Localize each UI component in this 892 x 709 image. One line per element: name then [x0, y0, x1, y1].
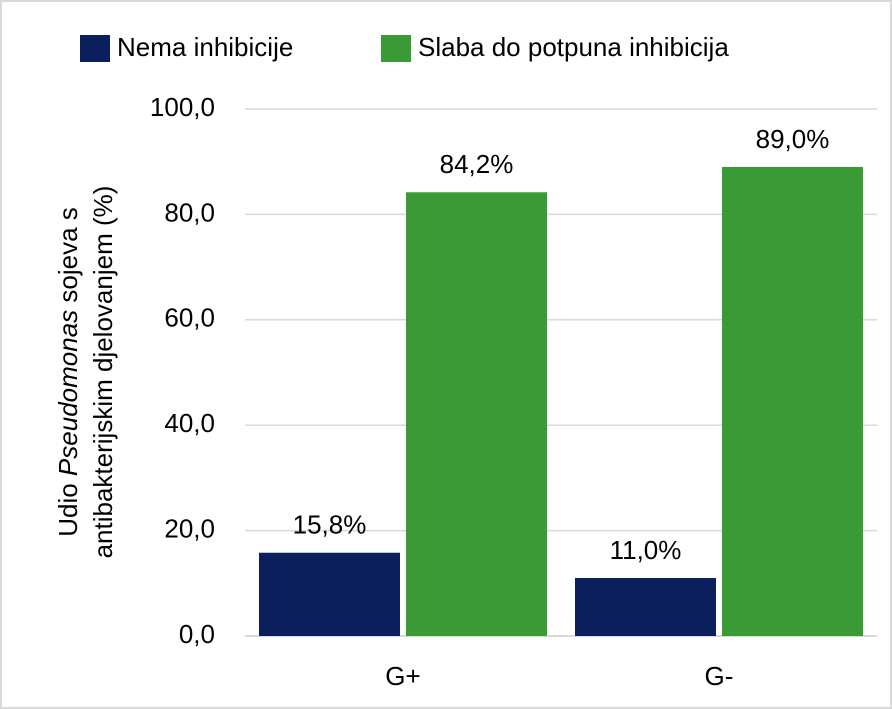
y-axis-label-part: Udio	[53, 476, 83, 537]
y-tick-label: 0,0	[179, 619, 215, 649]
legend-label: Nema inhibicije	[117, 32, 293, 62]
x-tick-label: G-	[705, 661, 734, 691]
y-axis-label: Udio Pseudomonas sojeva s	[53, 207, 83, 537]
y-tick-label: 20,0	[164, 513, 215, 543]
legend-swatch	[381, 35, 411, 62]
data-label: 11,0%	[610, 535, 682, 565]
legend-label: Slaba do potpuna inhibicija	[418, 32, 729, 62]
y-tick-label: 100,0	[150, 92, 215, 122]
y-axis-label-part: antibakterijskim djelovanjem (%)	[88, 186, 118, 559]
bar	[259, 552, 400, 636]
legend-swatch	[80, 35, 110, 62]
y-tick-label: 40,0	[164, 408, 215, 438]
bar	[722, 166, 863, 636]
y-axis-label-part: Pseudomonas	[53, 310, 83, 476]
y-axis-label-part: sojeva s	[53, 207, 83, 310]
x-tick-label: G+	[385, 661, 420, 691]
data-label: 84,2%	[440, 149, 514, 179]
bar	[575, 578, 716, 636]
data-label: 89,0%	[756, 124, 830, 154]
y-tick-label: 80,0	[164, 197, 215, 227]
y-tick-label: 60,0	[164, 303, 215, 333]
bar	[406, 192, 547, 637]
data-label: 15,8%	[293, 510, 367, 540]
y-axis-label: antibakterijskim djelovanjem (%)	[88, 186, 118, 559]
